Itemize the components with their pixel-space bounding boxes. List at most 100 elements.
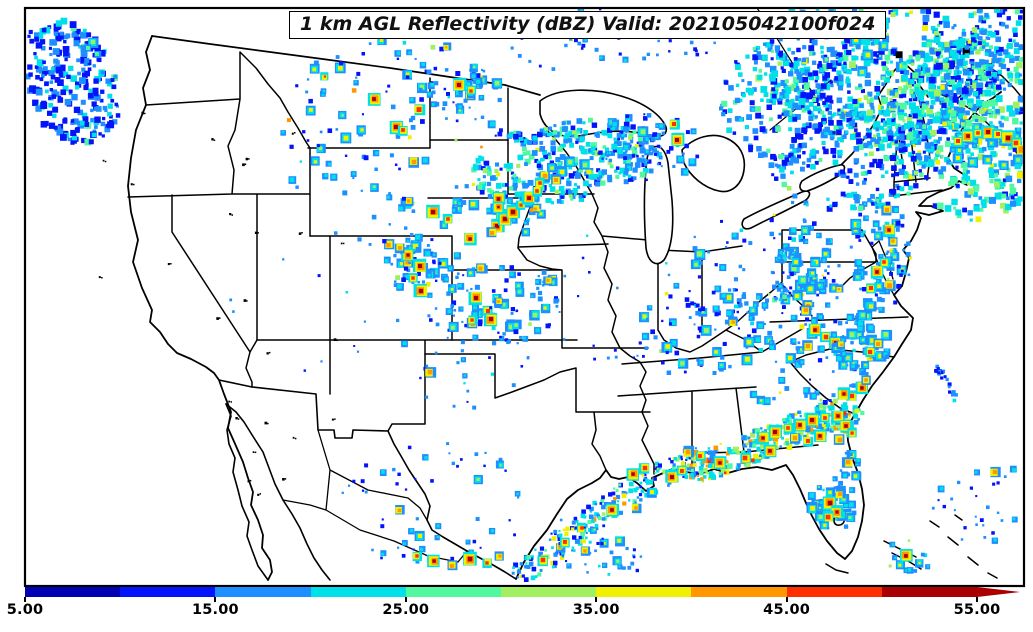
echo-cell	[894, 131, 900, 137]
echo-cell	[486, 208, 491, 213]
echo-cell	[772, 127, 778, 133]
echo-cell	[923, 553, 928, 558]
echo-cell	[907, 539, 911, 542]
echo-cell	[928, 82, 936, 90]
echo-cell	[820, 323, 826, 328]
echo-core	[850, 431, 854, 435]
echo-cell	[895, 220, 901, 226]
echo-cell	[1016, 171, 1024, 179]
echo-cell	[944, 46, 951, 53]
echo-cell	[851, 119, 855, 123]
echo-cell	[840, 113, 846, 119]
echo-cell	[802, 95, 810, 102]
echo-cell	[794, 127, 801, 134]
echo-cell	[489, 189, 495, 195]
echo-cell	[749, 441, 755, 448]
echo-cell	[617, 152, 624, 159]
echo-cell	[1000, 64, 1005, 69]
echo-cell	[739, 228, 744, 233]
echo-cell	[395, 482, 399, 486]
echo-cell	[289, 177, 295, 183]
echo-cell	[975, 523, 978, 526]
echo-cell	[988, 167, 994, 173]
echo-cell	[646, 52, 650, 56]
echo-cell	[805, 433, 809, 437]
echo-cell	[879, 125, 884, 130]
echo-cell	[68, 91, 73, 96]
boundary-baja-gulf-inner	[225, 403, 269, 581]
echo-cell	[1019, 107, 1024, 112]
echo-cell	[596, 176, 601, 181]
echo-cell	[503, 288, 508, 293]
echo-cell	[774, 297, 778, 301]
echo-cell	[969, 88, 974, 93]
echo-cell	[832, 333, 836, 337]
echo-cell	[815, 8, 820, 11]
echo-cell	[837, 321, 843, 326]
echo-cell	[594, 132, 599, 137]
echo-cell	[306, 139, 310, 142]
echo-cell	[838, 480, 843, 486]
echo-cell	[446, 336, 449, 339]
echo-cell	[773, 437, 779, 443]
echo-core	[642, 465, 648, 471]
echo-cell	[35, 75, 40, 80]
echo-cell	[789, 413, 795, 419]
echo-cell	[464, 184, 469, 189]
echo-cell	[930, 141, 934, 146]
echo-cell	[587, 520, 592, 525]
echo-cell	[788, 127, 793, 132]
echo-cell	[787, 47, 791, 52]
echo-cell	[577, 41, 582, 46]
echo-region-ontario-ny-field	[719, 37, 864, 164]
echo-cell	[691, 476, 695, 480]
echo-cell	[639, 481, 643, 485]
echo-cell	[742, 435, 748, 441]
echo-cell	[1006, 42, 1013, 49]
echo-cell	[791, 237, 797, 242]
echo-cell	[599, 502, 603, 505]
echo-cell	[829, 405, 835, 411]
echo-cell	[856, 458, 861, 462]
echo-cell	[645, 479, 649, 484]
echo-cell	[899, 214, 905, 220]
echo-cell	[561, 555, 565, 558]
echo-cell	[901, 74, 908, 82]
echo-cell	[689, 40, 694, 45]
echo-cell	[388, 223, 391, 226]
echo-cell	[822, 488, 825, 492]
echo-cell	[856, 275, 859, 279]
echo-cell	[929, 47, 935, 53]
echo-cell	[889, 90, 895, 96]
echo-cell	[883, 76, 890, 83]
echo-cell	[873, 95, 879, 100]
echo-cell	[959, 54, 966, 61]
echo-cell	[1014, 72, 1021, 79]
echo-cell	[771, 70, 779, 78]
echo-cell	[822, 146, 826, 150]
echo-cell	[35, 88, 43, 96]
echo-cell	[619, 130, 623, 134]
echo-cell	[801, 142, 807, 149]
echo-cell	[695, 303, 700, 308]
echo-cell	[589, 168, 594, 172]
echo-cell	[780, 79, 787, 86]
echo-cell	[790, 255, 794, 259]
echo-cell	[638, 493, 643, 497]
echo-cell	[457, 201, 461, 206]
echo-cell	[517, 284, 520, 288]
echo-cell	[56, 128, 64, 136]
echo-cell	[849, 384, 853, 388]
echo-core	[540, 557, 546, 563]
echo-cell	[724, 80, 729, 85]
echo-cell	[104, 108, 108, 112]
echo-cell	[900, 267, 905, 272]
echo-cell	[1013, 48, 1020, 54]
echo-cell	[572, 187, 578, 194]
echo-cell	[74, 37, 80, 42]
echo-cell	[335, 128, 339, 131]
echo-cell	[895, 102, 899, 106]
echo-cell	[912, 144, 916, 148]
echo-cell	[981, 18, 987, 24]
echo-cell	[752, 46, 756, 51]
